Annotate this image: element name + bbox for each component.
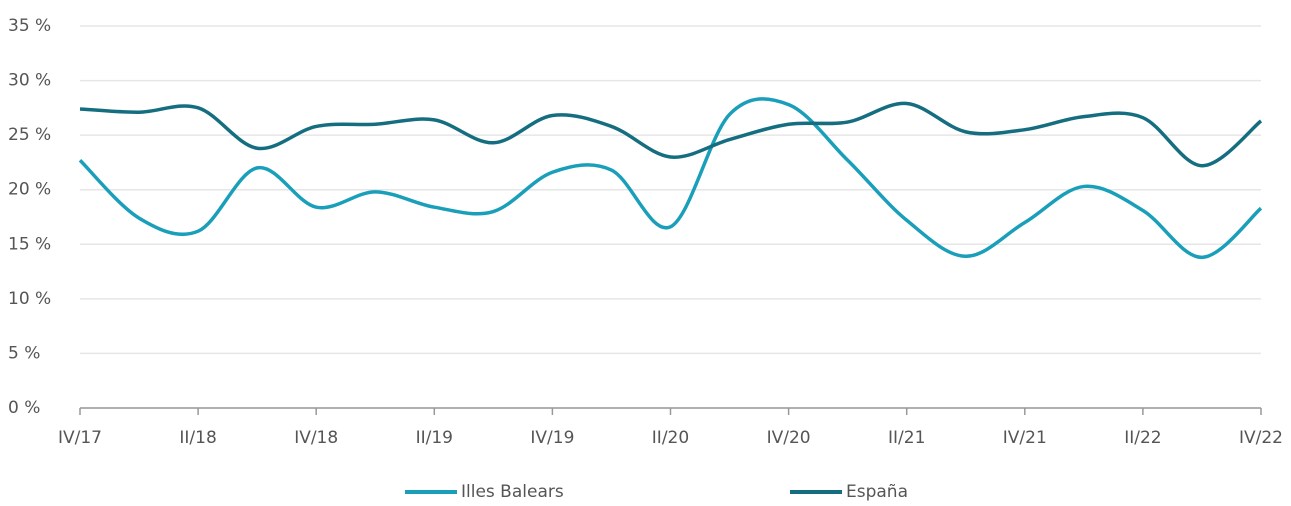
y-tick-label: 0 %: [8, 398, 40, 418]
y-tick-label: 15 %: [8, 234, 51, 254]
y-tick-label: 25 %: [8, 125, 51, 145]
x-tick-label: II/20: [652, 428, 689, 448]
y-tick-label: 10 %: [8, 289, 51, 309]
x-tick-label: IV/17: [58, 428, 102, 448]
x-tick-label: II/18: [179, 428, 216, 448]
x-tick-label: II/22: [1124, 428, 1161, 448]
series-line: [78, 97, 1263, 260]
y-tick-label: 35 %: [8, 16, 51, 36]
x-tick-label: II/19: [416, 428, 453, 448]
legend-label: España: [846, 482, 908, 502]
y-tick-label: 30 %: [8, 71, 51, 91]
series-line: [79, 101, 1263, 168]
x-tick-label: IV/22: [1239, 428, 1283, 448]
y-tick-label: 5 %: [8, 343, 40, 363]
x-tick-label: IV/21: [1003, 428, 1047, 448]
x-tick-label: IV/20: [767, 428, 811, 448]
x-tick-label: IV/19: [530, 428, 574, 448]
x-tick-label: II/21: [888, 428, 925, 448]
legend-label: Illes Balears: [461, 482, 564, 502]
y-tick-label: 20 %: [8, 180, 51, 200]
x-tick-label: IV/18: [294, 428, 338, 448]
